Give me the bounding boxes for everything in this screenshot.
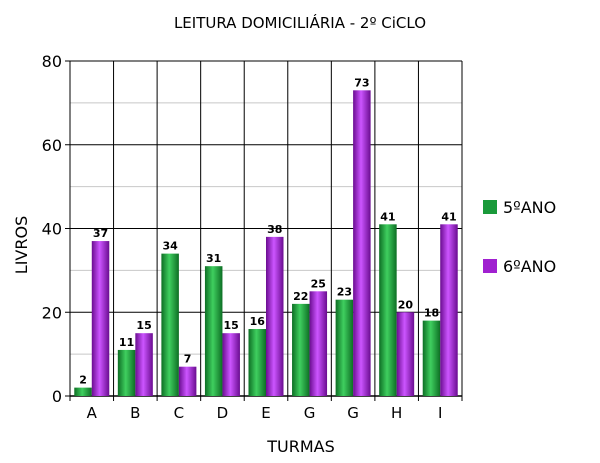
data-label: 7 bbox=[184, 353, 192, 366]
data-label: 31 bbox=[206, 252, 221, 265]
y-tick-label: 40 bbox=[42, 220, 62, 239]
bar-5ano bbox=[117, 349, 136, 396]
chart-title: LEITURA DOMICILIÁRIA - 2º CiCLO bbox=[174, 13, 426, 32]
legend-label-5ano: 5ºANO bbox=[503, 198, 556, 217]
legend-swatch-6ano bbox=[483, 259, 497, 273]
bar-5ano bbox=[204, 266, 223, 396]
bar-5ano bbox=[248, 329, 266, 396]
x-tick-label: E bbox=[261, 404, 270, 422]
bar-5ano bbox=[379, 224, 397, 396]
bar-6ano bbox=[353, 90, 371, 396]
bar-6ano bbox=[222, 333, 240, 396]
y-tick-label: 80 bbox=[42, 52, 62, 71]
data-label: 15 bbox=[224, 319, 239, 332]
data-label: 20 bbox=[398, 298, 414, 311]
bars bbox=[74, 90, 458, 396]
bar-6ano bbox=[135, 333, 153, 396]
data-label: 2 bbox=[79, 374, 87, 387]
bar-6ano bbox=[440, 224, 458, 396]
data-label: 16 bbox=[250, 315, 266, 328]
bar-6ano bbox=[396, 312, 415, 396]
y-tick-label: 20 bbox=[42, 303, 62, 322]
data-label: 41 bbox=[441, 210, 456, 223]
bar-6ano bbox=[91, 241, 110, 396]
x-tick-label: I bbox=[438, 404, 442, 422]
legend-label-6ano: 6ºANO bbox=[503, 257, 556, 276]
bar-6ano bbox=[266, 236, 284, 396]
data-label: 22 bbox=[293, 290, 308, 303]
data-labels: 2 11 34 31 16 22 23 41 18 37 15 7 15 38 25 73 20 41 bbox=[79, 76, 456, 386]
bar-5ano bbox=[161, 253, 179, 396]
legend-swatch-5ano bbox=[483, 200, 497, 214]
data-label: 18 bbox=[424, 307, 439, 320]
y-tick-labels: 0 20 40 60 80 bbox=[42, 52, 62, 406]
x-tick-label: D bbox=[217, 404, 229, 422]
legend: 5ºANO 6ºANO bbox=[483, 198, 556, 276]
y-tick-label: 0 bbox=[52, 387, 62, 406]
bar-5ano bbox=[335, 299, 354, 396]
bar-5ano bbox=[422, 320, 441, 396]
data-label: 73 bbox=[354, 76, 369, 89]
x-tick-label: B bbox=[130, 404, 140, 422]
data-label: 38 bbox=[267, 223, 282, 236]
data-label: 11 bbox=[119, 336, 134, 349]
y-axis-label: LIVROS bbox=[12, 216, 31, 274]
x-tick-label: A bbox=[87, 404, 98, 422]
bar-5ano bbox=[292, 303, 310, 396]
data-label: 25 bbox=[311, 277, 326, 290]
data-label: 37 bbox=[93, 227, 108, 240]
data-label: 34 bbox=[162, 240, 178, 253]
bar-6ano bbox=[309, 291, 328, 396]
bar-5ano bbox=[74, 387, 92, 396]
bar-6ano bbox=[178, 366, 197, 396]
data-label: 41 bbox=[380, 210, 395, 223]
x-tick-label: H bbox=[391, 404, 402, 422]
x-tick-label: G bbox=[347, 404, 359, 422]
data-label: 23 bbox=[337, 286, 352, 299]
x-tick-label: C bbox=[174, 404, 184, 422]
y-tick-label: 60 bbox=[42, 136, 62, 155]
x-tick-label: G bbox=[304, 404, 316, 422]
data-label: 15 bbox=[136, 319, 151, 332]
x-axis-label: TURMAS bbox=[266, 437, 335, 456]
